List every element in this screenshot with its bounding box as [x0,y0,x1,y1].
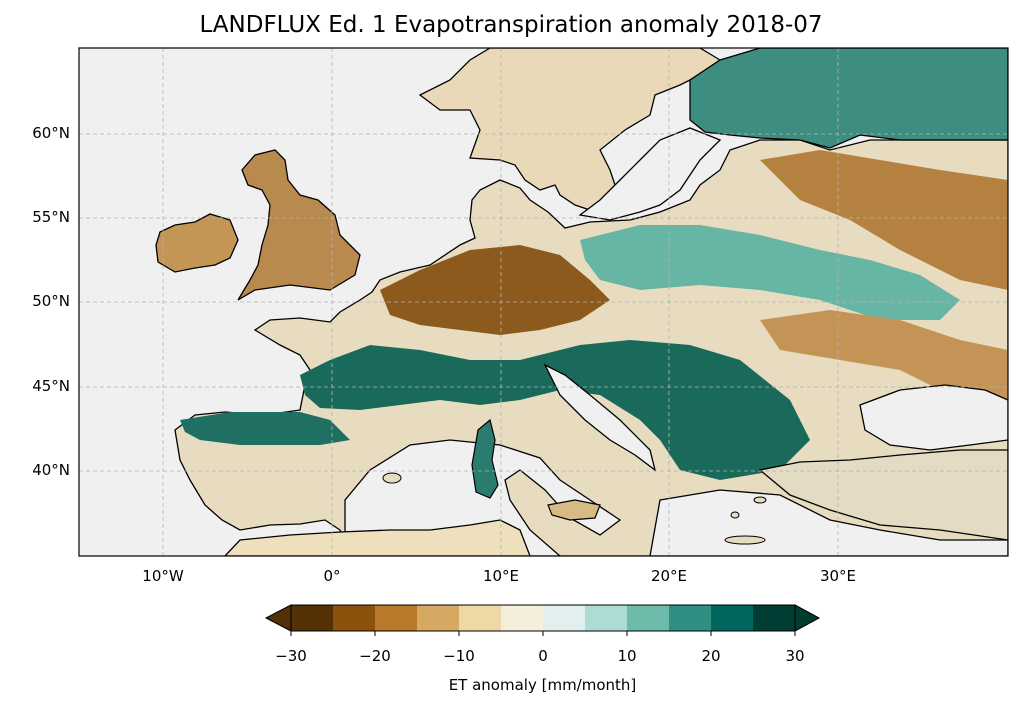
lon-label: 20°E [650,567,688,585]
gridlines [79,48,1008,556]
colorbar-swatch [543,605,586,631]
eastern-europe-anomaly-wet [580,225,960,320]
lon-label: 30°E [819,567,857,585]
colorbar-swatch [627,605,670,631]
scandinavia-landmass [418,48,722,211]
mediterranean-sea [344,439,622,556]
iberia-anomaly-wet [180,412,350,445]
southern-europe-anomaly-wet [300,340,810,480]
colorbar-swatch [585,605,628,631]
colorbar-tick-label: −20 [359,647,391,665]
colorbar-swatch [291,605,334,631]
lat-label: 40°N [32,461,70,479]
aegean-island [753,496,767,504]
lat-label: 55°N [32,208,70,226]
adriatic-sea [543,363,657,472]
finland-landmass [689,48,1008,149]
great-britain-landmass [237,149,361,301]
lon-label: 0° [323,567,341,585]
lon-label: 10°W [142,567,184,585]
balearic-island [382,472,402,484]
colorbar-tick-label: 20 [701,647,721,665]
colorbar-swatch [459,605,502,631]
colorbar-swatch [753,605,796,631]
colorbar-swatch [375,605,418,631]
colorbar-tick-label: −30 [275,647,307,665]
colorbar-tick-label: 30 [785,647,805,665]
colorbar-swatch [417,605,460,631]
map-title: LANDFLUX Ed. 1 Evapotranspiration anomal… [199,12,823,38]
colorbar-swatch [501,605,544,631]
lat-label: 60°N [32,124,70,142]
colorbar-tick-label: −10 [443,647,475,665]
colorbar-under-triangle [264,604,292,632]
north-africa-landmass [224,519,531,556]
aegean-island [730,511,740,519]
crete-island [724,535,766,545]
lat-label: 45°N [32,377,70,395]
central-europe-anomaly-dry [380,245,610,335]
colorbar-label: ET anomaly [mm/month] [448,676,637,694]
lon-label: 10°E [482,567,520,585]
colorbar-over-triangle [794,604,821,632]
map-frame [78,47,1009,557]
colorbar-swatch [711,605,754,631]
baltic-sea [578,127,722,221]
colorbar [264,604,821,636]
sicily [547,499,601,521]
anatolia-landmass [758,449,1008,541]
colorbar-tick-label: 10 [617,647,637,665]
lat-label: 50°N [32,292,70,310]
russia-anomaly-dry [760,150,1008,290]
ireland-landmass [155,213,239,273]
colorbar-tick-label: 0 [538,647,548,665]
sardinia-corsica [471,418,499,499]
colorbar-swatch [669,605,712,631]
colorbar-swatch [333,605,376,631]
